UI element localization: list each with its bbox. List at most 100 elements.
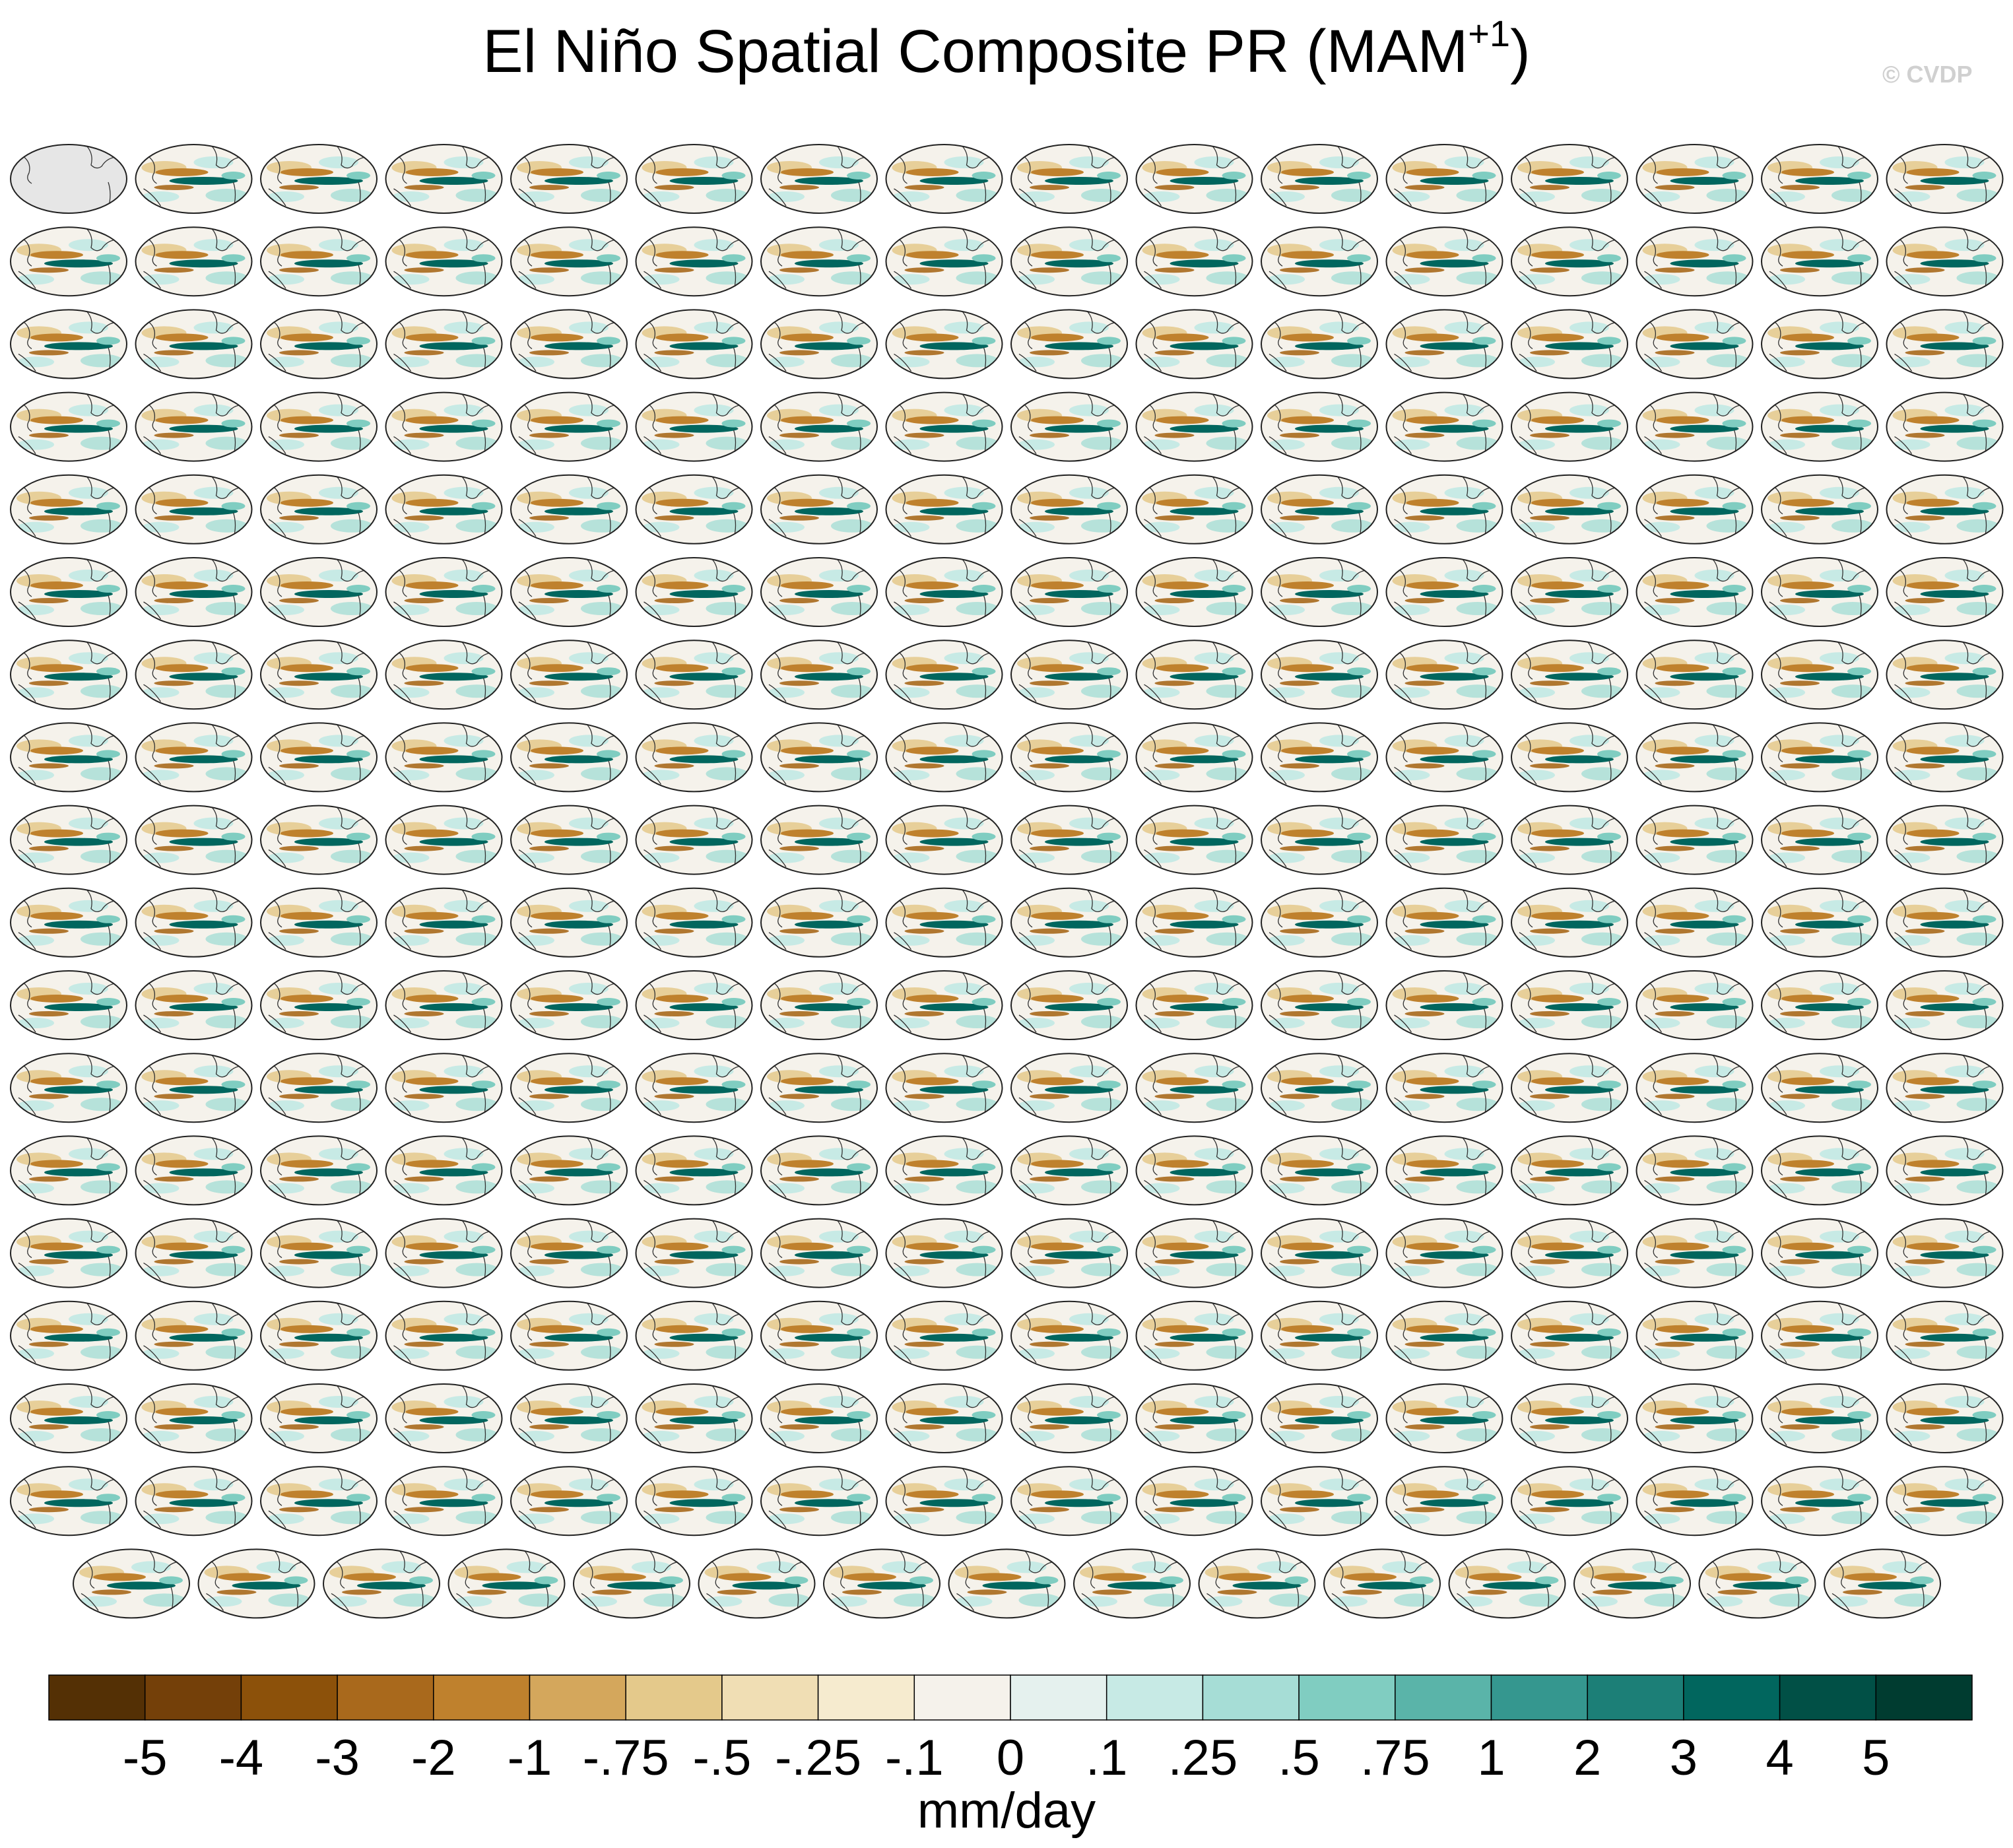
map-panel (1511, 1467, 1628, 1535)
map-panel (1887, 1219, 2003, 1288)
map-panel (11, 1219, 127, 1288)
map-panel (1637, 888, 1753, 957)
map-panel (1887, 723, 2003, 791)
colorbar-tick-label: 5 (1862, 1730, 1890, 1786)
colorbar-box (1683, 1674, 1781, 1721)
colorbar-box (1875, 1674, 1973, 1721)
map-panel (386, 475, 502, 544)
map-panel (1137, 971, 1253, 1040)
map-panel (136, 145, 252, 213)
colorbar-box (529, 1674, 626, 1721)
map-panel (323, 1549, 440, 1618)
map-panel (11, 558, 127, 626)
map-panel (511, 1219, 627, 1288)
map-panel (886, 1467, 1003, 1535)
map-panel (1137, 1136, 1253, 1204)
map-panel (761, 393, 877, 461)
map-panel (1762, 145, 1878, 213)
map-panel (1887, 558, 2003, 626)
map-panel (511, 1467, 627, 1535)
map-panel (1199, 1549, 1315, 1618)
map-panel (1387, 227, 1503, 296)
map-panel (636, 227, 752, 296)
map-panel (886, 1136, 1003, 1204)
map-panel (1762, 310, 1878, 378)
map-panel (1887, 227, 2003, 296)
map-panel (886, 640, 1003, 709)
map-panel (511, 1302, 627, 1370)
map-panel (136, 971, 252, 1040)
map-panel (1011, 1467, 1127, 1535)
map-panel (261, 558, 377, 626)
map-panel (511, 640, 627, 709)
map-panel (636, 888, 752, 957)
map-panel (386, 640, 502, 709)
map-panel (886, 475, 1003, 544)
map-panel (386, 1219, 502, 1288)
map-panel (1762, 1467, 1878, 1535)
map-panel (574, 1549, 690, 1618)
map-panel (1261, 1384, 1377, 1453)
map-panel (1511, 1053, 1628, 1122)
map-panel (1511, 227, 1628, 296)
map-panel (761, 558, 877, 626)
map-panel (136, 640, 252, 709)
map-panel (1137, 1302, 1253, 1370)
map-panel (1511, 475, 1628, 544)
map-panel (761, 888, 877, 957)
map-panel (386, 806, 502, 874)
colorbar-box (1395, 1674, 1492, 1721)
map-panel (1511, 1219, 1628, 1288)
map-panel (1324, 1549, 1440, 1618)
map-panel (1011, 1136, 1127, 1204)
colorbar-box (1298, 1674, 1396, 1721)
map-panel (761, 310, 877, 378)
map-panel (11, 723, 127, 791)
map-panel (886, 1302, 1003, 1370)
colorbar-tick-label: .25 (1168, 1730, 1238, 1786)
map-panel (1637, 475, 1753, 544)
map-panel (886, 145, 1003, 213)
map-panel (1387, 1384, 1503, 1453)
cvdp-watermark: © CVDP (1882, 61, 1973, 88)
map-panel (1637, 723, 1753, 791)
map-panel (1637, 1302, 1753, 1370)
map-panel (1261, 227, 1377, 296)
map-panel (1261, 971, 1377, 1040)
map-panel (636, 145, 752, 213)
map-panel (1762, 1302, 1878, 1370)
map-panel (1261, 806, 1377, 874)
map-panel (1387, 310, 1503, 378)
map-panel (1887, 888, 2003, 957)
map-panel (1887, 640, 2003, 709)
map-panel (886, 888, 1003, 957)
map-panel (1574, 1549, 1690, 1618)
map-panel (636, 1467, 752, 1535)
map-panel (136, 1219, 252, 1288)
map-panel (1011, 1219, 1127, 1288)
map-panel (1511, 723, 1628, 791)
map-panel (1261, 1136, 1377, 1204)
map-panel (136, 227, 252, 296)
map-panel (1887, 1384, 2003, 1453)
map-panel (386, 227, 502, 296)
map-panel (1762, 393, 1878, 461)
map-panel (11, 1136, 127, 1204)
map-panel (761, 1384, 877, 1453)
map-panel (1762, 640, 1878, 709)
colorbar-tick-label: -.1 (884, 1730, 944, 1786)
map-panel (636, 1302, 752, 1370)
map-panel (511, 1384, 627, 1453)
map-panel (261, 1467, 377, 1535)
map-panel (1387, 393, 1503, 461)
map-panel (136, 393, 252, 461)
map-panel (761, 1302, 877, 1370)
map-panel (1887, 145, 2003, 213)
map-panel (761, 806, 877, 874)
map-panel (1137, 475, 1253, 544)
map-panel (386, 1467, 502, 1535)
map-panel (1762, 888, 1878, 957)
map-panel (1887, 393, 2003, 461)
map-panel (1887, 1302, 2003, 1370)
map-panel (761, 1053, 877, 1122)
